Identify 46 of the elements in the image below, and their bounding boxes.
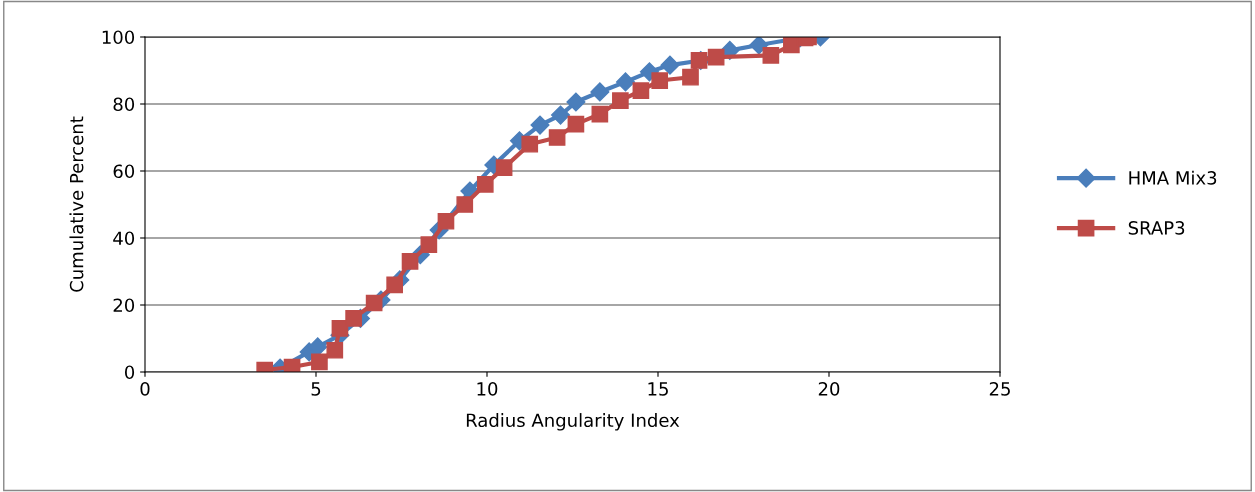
point [495,159,513,176]
point [548,129,566,146]
point [420,236,438,254]
y-axis-title: Cumulative Percent [69,116,84,292]
y-tick-label: 0 [124,365,135,380]
x-tick-label: 0 [140,382,150,396]
point [437,212,455,230]
y-tick-label: 40 [113,231,135,246]
point [591,105,609,123]
point [632,82,650,99]
y-tick-label: 100 [102,30,135,45]
point [567,115,585,133]
point [365,294,383,312]
point [521,135,539,153]
y-tick-label: 80 [113,97,135,112]
point [331,320,349,337]
point [530,115,550,135]
y-tick-label: 20 [113,298,135,313]
x-axis-title: Radius Angularity Index [466,413,680,431]
point [456,196,474,213]
legend-label: HMA Mix3 [1129,170,1217,185]
legend-label: SRAP3 [1128,221,1185,235]
point [615,72,636,92]
point [762,47,780,64]
point [401,253,419,270]
point [682,68,699,86]
point [311,353,328,371]
point [566,92,586,112]
point [749,37,769,55]
x-tick-label: 10 [477,382,498,396]
point [660,55,680,75]
point [550,105,571,125]
point [476,176,494,193]
x-tick-label: 15 [648,382,668,396]
x-tick-label: 5 [311,382,321,396]
point [326,341,344,359]
point [651,72,669,89]
x-tick-label: 25 [989,382,1010,396]
x-tick-label: 20 [818,382,840,396]
point [345,310,362,327]
point [590,82,610,102]
point [386,276,403,294]
point [707,48,725,66]
point [308,337,328,357]
point [612,92,629,109]
y-tick-label: 60 [113,164,135,179]
